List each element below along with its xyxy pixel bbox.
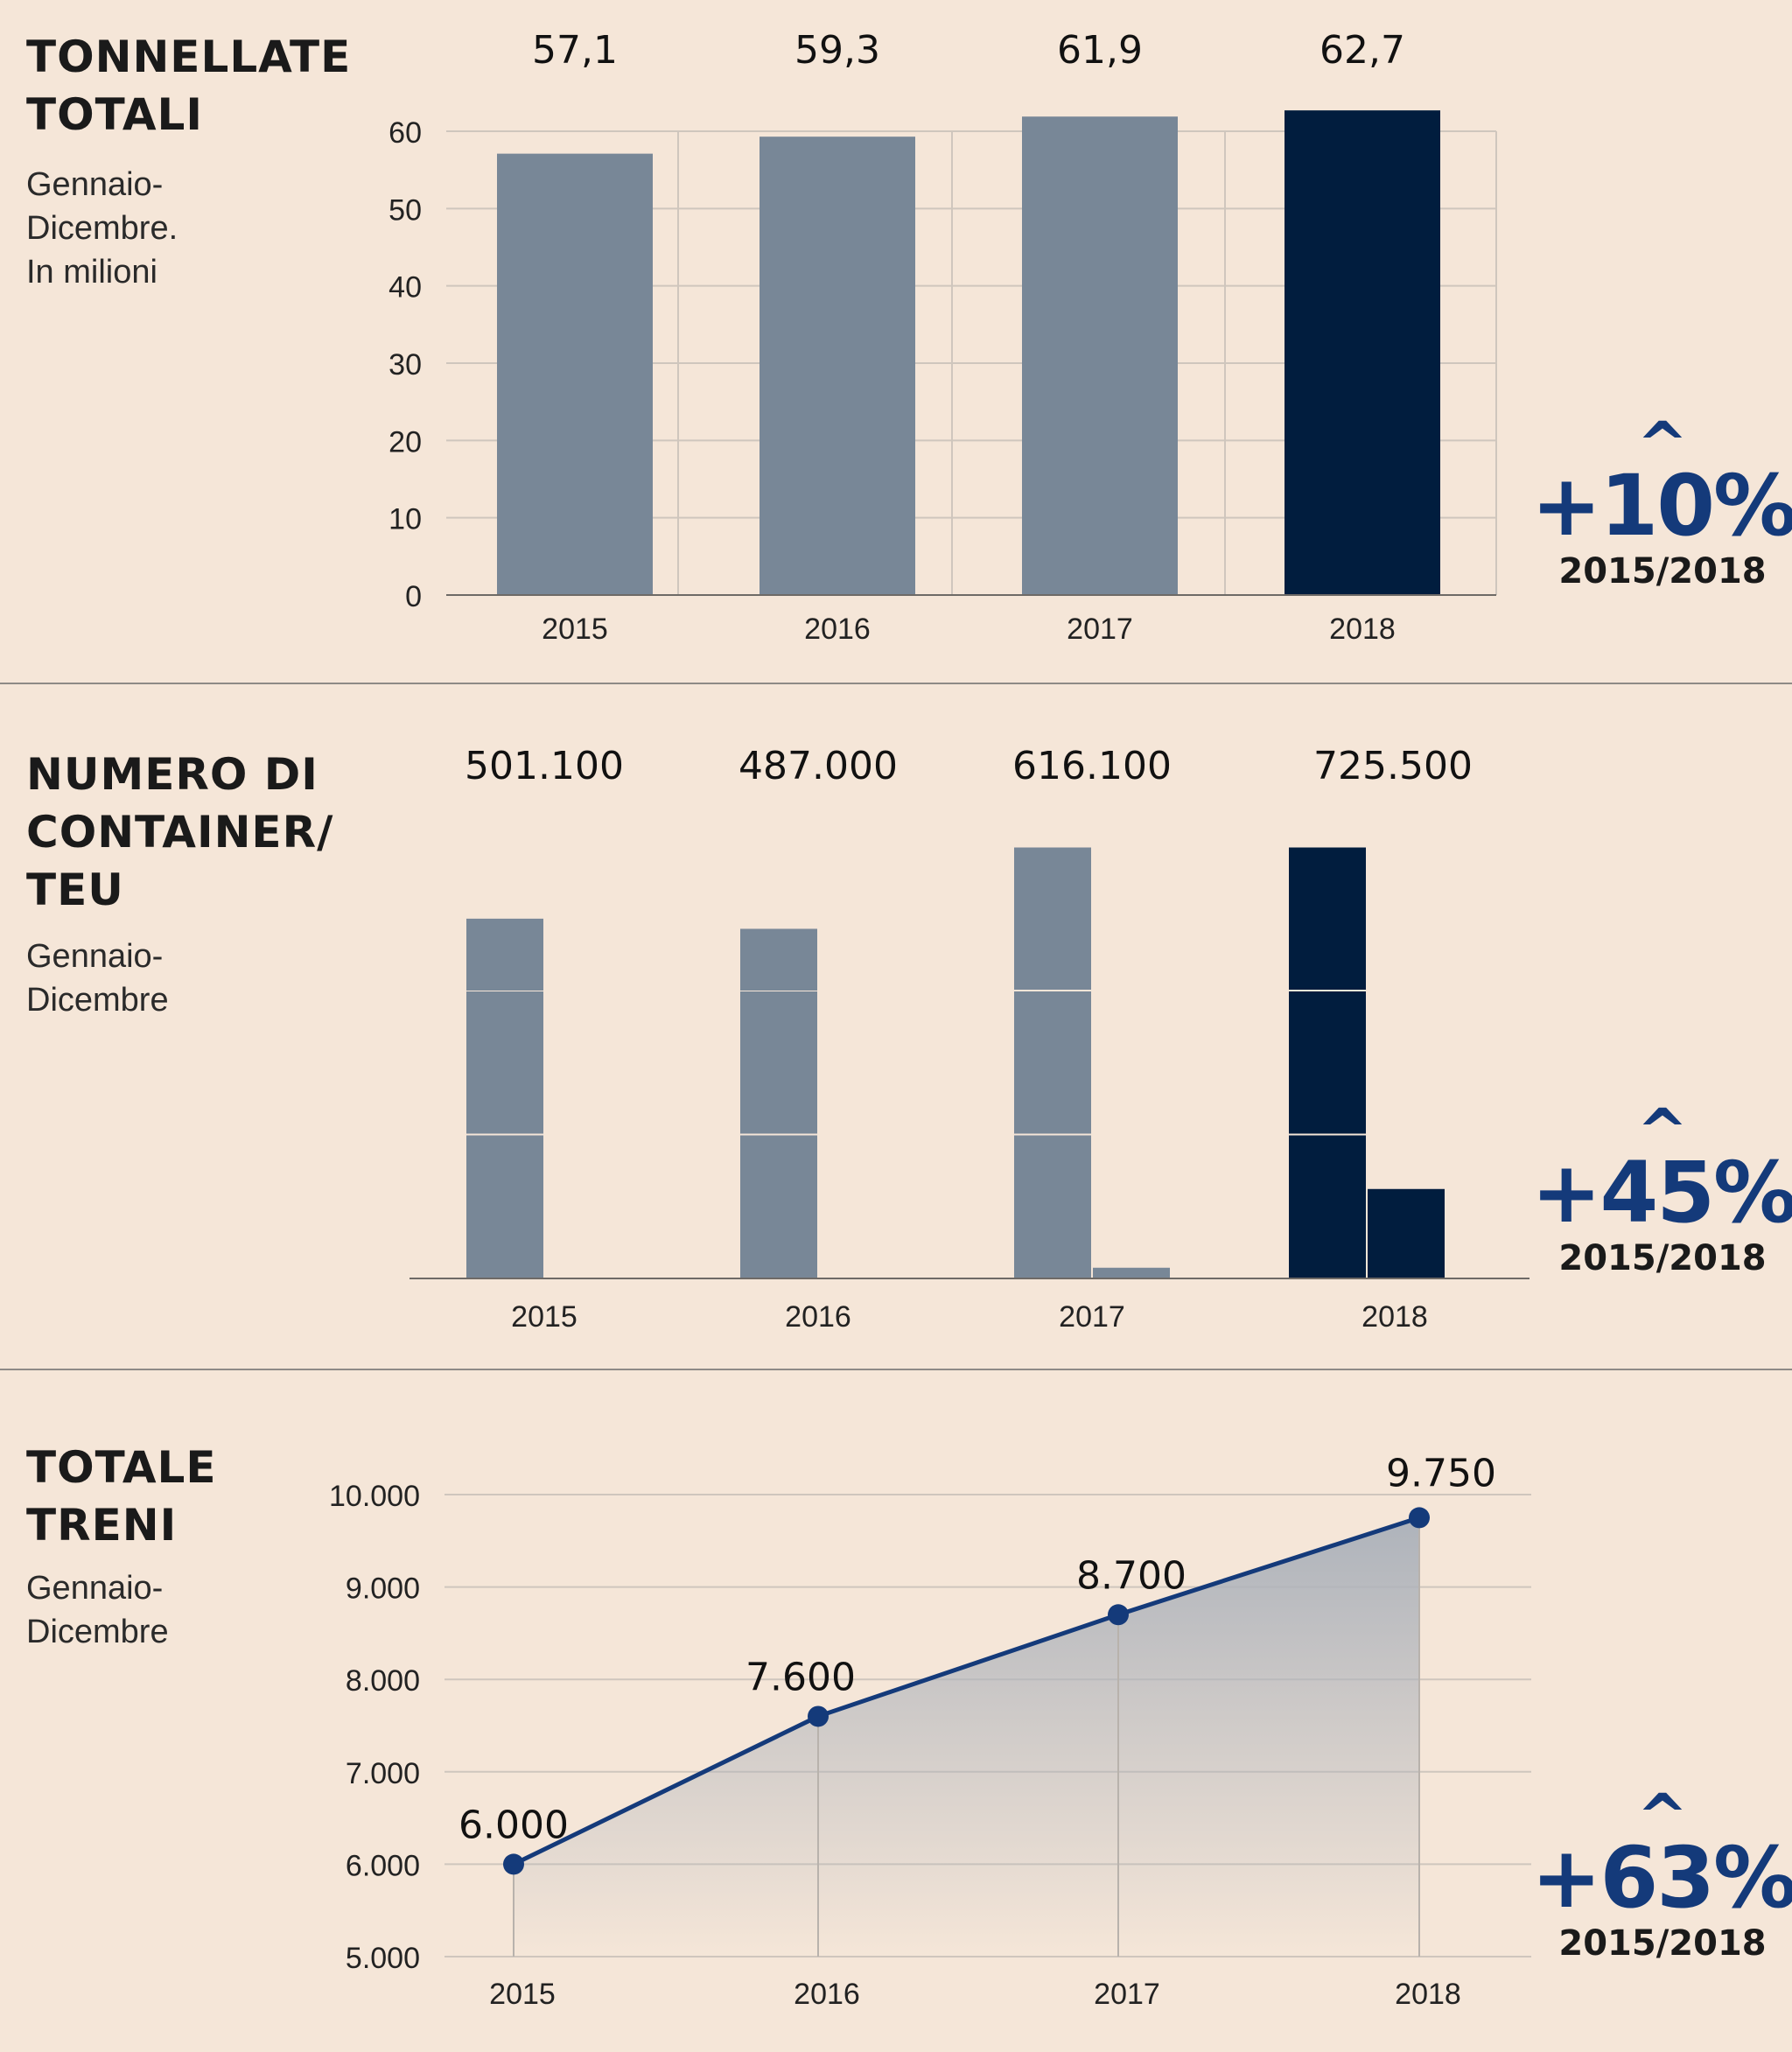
y-tick-label: 20 [388, 425, 422, 459]
bar [760, 137, 915, 595]
x-tick-label: 2015 [511, 1300, 578, 1334]
panel-subtitle: Gennaio- Dicembre. In milioni [26, 163, 178, 294]
subtitle-line: Dicembre [26, 1614, 169, 1650]
container-block [466, 1135, 543, 1278]
panel-title: TOTALE TRENI [26, 1439, 217, 1554]
title-line: TOTALE [26, 1442, 217, 1493]
x-tick-label: 2015 [542, 613, 608, 646]
x-tick-label: 2016 [785, 1300, 851, 1334]
growth-indicator: ^ +63% 2015/2018 [1531, 1786, 1792, 1965]
area-fill [514, 1517, 1419, 1957]
container-block-chart: 501.100 2015 487.000 2016 616.100 2017 725.500… [410, 744, 1530, 1334]
container-block [1289, 991, 1366, 1134]
growth-period: 2015/2018 [1558, 551, 1767, 592]
data-label: 62,7 [1320, 28, 1405, 73]
y-tick-label: 50 [388, 193, 422, 227]
x-tick-label: 2016 [794, 1978, 860, 2011]
container-block [1289, 1135, 1366, 1278]
x-tick-label: 2016 [804, 613, 871, 646]
data-label: 725.500 [1313, 744, 1473, 788]
title-line: TEU [26, 865, 124, 915]
y-tick-label: 30 [388, 348, 422, 382]
data-label: 501.100 [465, 744, 624, 788]
y-tick-label: 10.000 [329, 1480, 420, 1513]
container-block-partial [740, 928, 817, 991]
data-point [503, 1853, 524, 1875]
divider [0, 683, 1792, 684]
subtitle-line: Gennaio- [26, 1570, 164, 1607]
data-label: 8.700 [1076, 1553, 1186, 1598]
data-label: 59,3 [794, 28, 880, 73]
y-tick-label: 6.000 [346, 1849, 420, 1882]
subtitle-line: In milioni [26, 254, 158, 291]
growth-indicator: ^ +45% 2015/2018 [1531, 1101, 1792, 1280]
data-label: 6.000 [458, 1803, 569, 1847]
container-block [466, 991, 543, 1134]
growth-percent: +45% [1531, 1144, 1792, 1242]
y-tick-label: 5.000 [346, 1942, 420, 1975]
subtitle-line: Gennaio- [26, 166, 164, 203]
data-label: 9.750 [1386, 1451, 1496, 1495]
title-line: TONNELLATE [26, 32, 352, 82]
container-block-partial [1093, 1267, 1170, 1278]
x-tick-label: 2018 [1395, 1978, 1461, 2011]
container-block [740, 1135, 817, 1278]
panel-tonnellate: TONNELLATE TOTALI Gennaio- Dicembre. In … [0, 0, 1792, 683]
container-block [1014, 1135, 1091, 1278]
x-tick-label: 2017 [1059, 1300, 1125, 1334]
y-tick-label: 40 [388, 271, 422, 305]
data-point [808, 1705, 829, 1727]
growth-indicator: ^ +10% 2015/2018 [1531, 414, 1792, 593]
data-point [1409, 1507, 1430, 1529]
data-label: 61,9 [1057, 28, 1143, 73]
y-tick-label: 9.000 [346, 1572, 420, 1606]
container-block [1014, 991, 1091, 1134]
panel-subtitle: Gennaio- Dicembre [26, 1566, 169, 1654]
series-line [512, 1516, 1420, 1866]
x-tick-label: 2018 [1362, 1300, 1428, 1334]
container-block-partial [1368, 1188, 1445, 1278]
tonnellate-bar-chart: 0 10 20 30 40 50 60 57,1 2015 59,3 2016 61,9 2017 62,… [388, 28, 1497, 646]
data-label: 57,1 [532, 28, 618, 73]
y-tick-label: 0 [405, 580, 422, 613]
subtitle-line: Dicembre. [26, 210, 178, 247]
x-tick-label: 2015 [489, 1978, 556, 2011]
x-tick-label: 2017 [1094, 1978, 1160, 2011]
growth-percent: +63% [1531, 1829, 1792, 1927]
growth-percent: +10% [1531, 457, 1792, 555]
container-block-partial [466, 918, 543, 991]
title-line: TOTALI [26, 89, 203, 140]
subtitle-line: Gennaio- [26, 938, 164, 975]
container-block [1289, 847, 1366, 990]
panel-title: NUMERO DI CONTAINER/ TEU [26, 746, 333, 919]
title-line: NUMERO DI [26, 749, 318, 800]
data-label: 616.100 [1012, 744, 1172, 788]
data-point [1108, 1604, 1129, 1626]
growth-period: 2015/2018 [1558, 1238, 1767, 1278]
bar [1022, 116, 1178, 595]
growth-period: 2015/2018 [1558, 1923, 1767, 1964]
panel-container: NUMERO DI CONTAINER/ TEU Gennaio- Dicemb… [26, 744, 1792, 1334]
x-tick-label: 2017 [1067, 613, 1133, 646]
y-tick-label: 7.000 [346, 1757, 420, 1790]
bar [1284, 110, 1440, 595]
title-line: CONTAINER/ [26, 807, 334, 858]
y-tick-label: 10 [388, 503, 422, 536]
container-block [1014, 847, 1091, 990]
title-line: TRENI [26, 1500, 178, 1551]
container-block [740, 991, 817, 1134]
y-tick-label: 8.000 [346, 1664, 420, 1698]
y-tick-label: 60 [388, 116, 422, 150]
x-tick-label: 2018 [1329, 613, 1396, 646]
data-label: 7.600 [746, 1655, 856, 1699]
panel-subtitle: Gennaio- Dicembre [26, 935, 169, 1022]
data-label: 487.000 [738, 744, 898, 788]
subtitle-line: Dicembre [26, 982, 169, 1019]
panel-title: TONNELLATE TOTALI [26, 28, 351, 144]
bar [497, 153, 653, 595]
divider [0, 1369, 1792, 1370]
